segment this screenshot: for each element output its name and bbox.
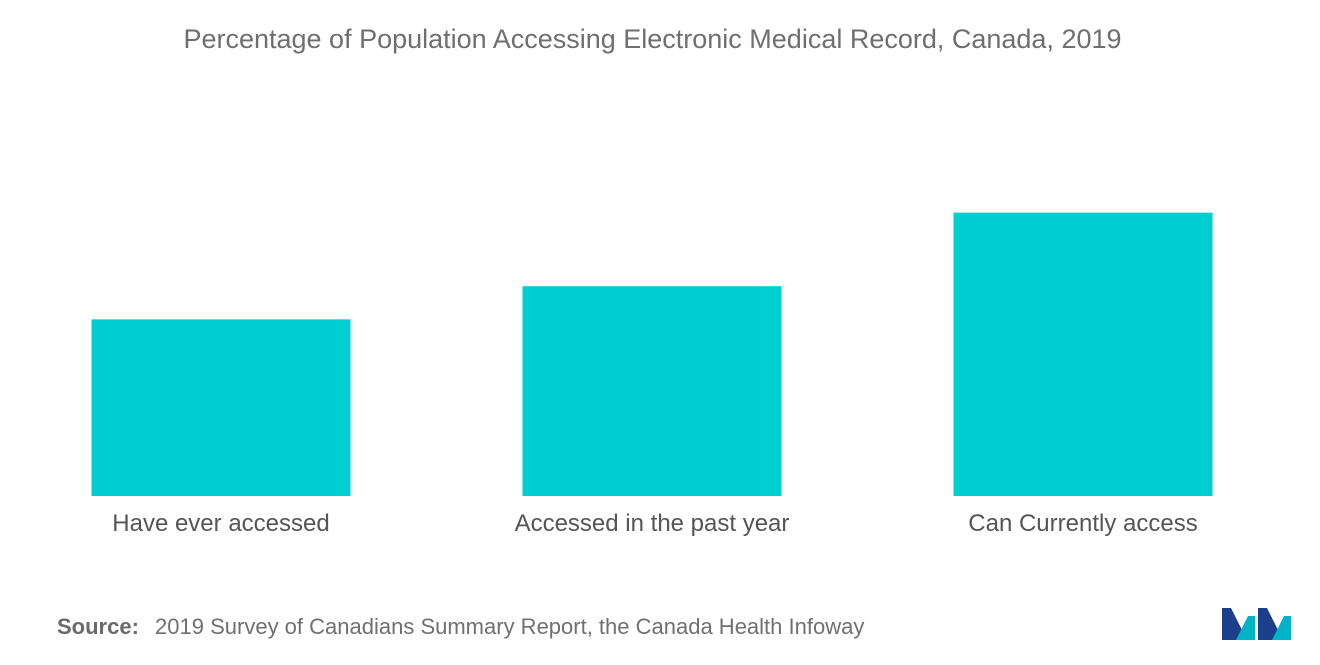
x-tick-label-2: Accessed in the past year xyxy=(515,510,790,537)
bars-group xyxy=(91,212,1213,496)
x-tick-label-3: Can Currently access xyxy=(968,510,1197,537)
bar-1 xyxy=(91,319,351,496)
source-note: Source: 2019 Survey of Canadians Summary… xyxy=(57,614,864,640)
bar-3 xyxy=(953,212,1213,496)
x-tick-label-1: Have ever accessed xyxy=(112,510,329,537)
mordor-intelligence-logo-icon xyxy=(1222,608,1291,640)
bar-2 xyxy=(522,286,782,496)
source-label: Source: xyxy=(57,614,139,639)
chart-title: Percentage of Population Accessing Elect… xyxy=(183,24,1122,54)
x-tick-labels-group: Have ever accessed Accessed in the past y… xyxy=(112,510,1197,537)
source-text: 2019 Survey of Canadians Summary Report,… xyxy=(155,614,865,639)
